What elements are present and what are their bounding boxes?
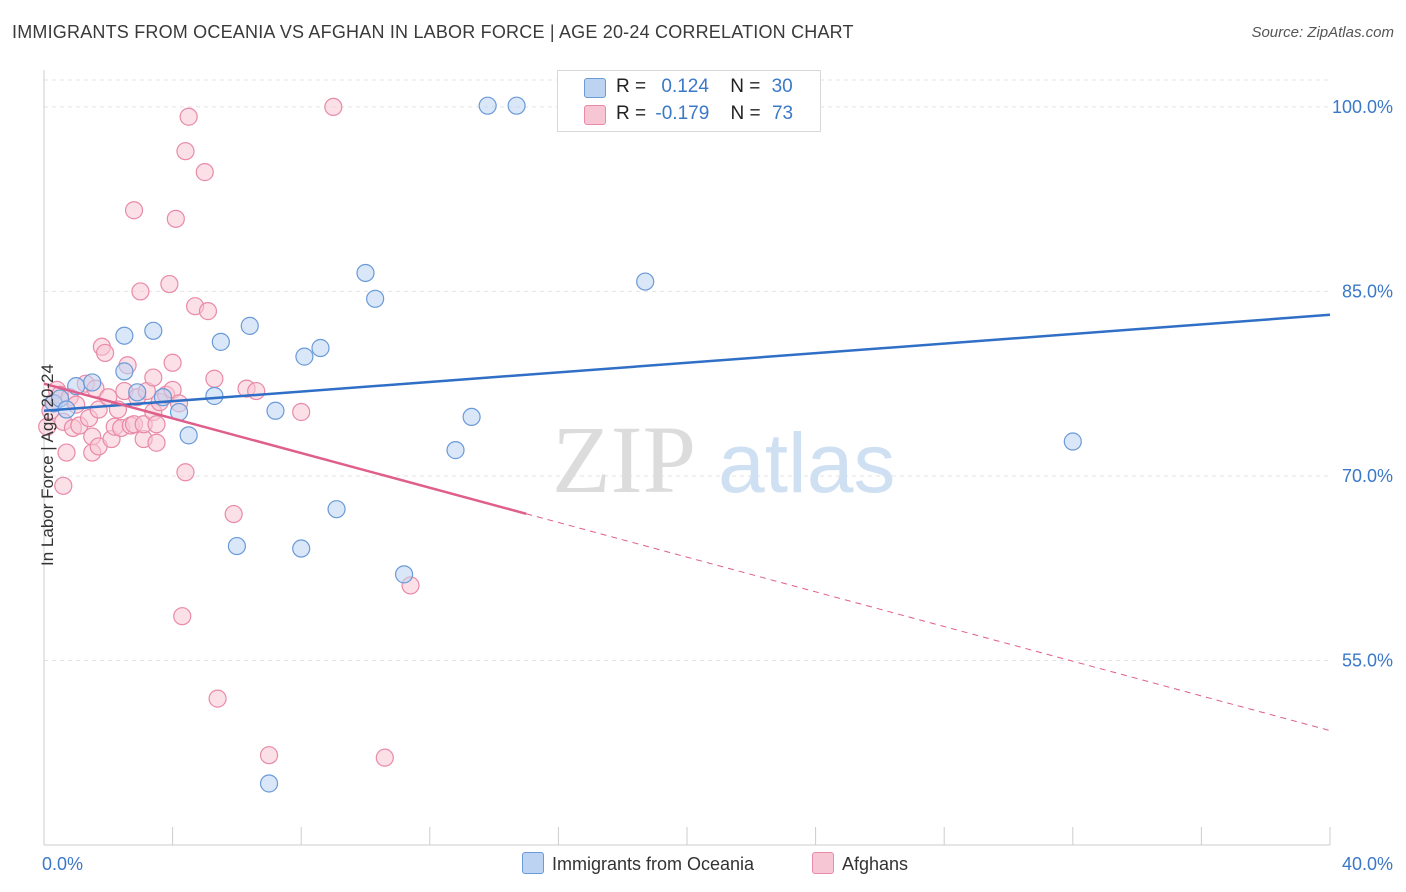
legend-r-value-afghans: -0.179 xyxy=(655,103,710,124)
oceania-point xyxy=(266,401,285,420)
oceania-point xyxy=(507,96,526,115)
oceania-point xyxy=(128,383,147,402)
oceania-point xyxy=(292,539,311,558)
bottom-legend-label-afghans: Afghans xyxy=(842,854,909,874)
oceania-trend-line xyxy=(43,313,1331,413)
oceania-point xyxy=(1063,432,1082,451)
afghans-point xyxy=(147,433,166,452)
oceania-point xyxy=(179,426,198,445)
oceania-point xyxy=(366,289,385,308)
afghans-point xyxy=(166,209,185,228)
legend-n-value-afghans: 73 xyxy=(771,103,794,124)
legend-r-label: R = xyxy=(616,76,647,97)
oceania-points xyxy=(44,96,1082,793)
legend-r-value-oceania: 0.124 xyxy=(661,76,709,97)
legend-r-label: R = xyxy=(616,103,647,124)
watermark-zip: ZIP xyxy=(552,406,696,513)
grid-lines xyxy=(44,79,1330,661)
axes xyxy=(43,70,1331,846)
trend-lines xyxy=(43,313,1331,732)
afghans-point xyxy=(124,201,144,220)
oceania-point xyxy=(295,347,314,366)
bottom-legend-swatch-oceania xyxy=(522,852,544,874)
afghans-point xyxy=(57,443,76,462)
bottom-legend-oceania: Immigrants from Oceania xyxy=(522,852,754,875)
oceania-point xyxy=(478,96,497,115)
oceania-point xyxy=(394,565,414,584)
bottom-legend-afghans: Afghans xyxy=(812,852,908,875)
oceania-point xyxy=(327,500,346,519)
afghans-point xyxy=(95,343,115,363)
oceania-point xyxy=(240,316,259,335)
chart-title: IMMIGRANTS FROM OCEANIA VS AFGHAN IN LAB… xyxy=(12,22,854,42)
y-tick-label: 100.0% xyxy=(1332,97,1393,117)
afghans-point xyxy=(195,163,214,182)
bottom-legend-swatch-afghans xyxy=(812,852,834,874)
y-tick-label: 85.0% xyxy=(1342,281,1393,301)
afghans-trend-line xyxy=(43,382,527,515)
afghans-point xyxy=(198,302,218,321)
oceania-point xyxy=(115,362,134,381)
oceania-point xyxy=(446,441,465,460)
afghans-point xyxy=(176,463,195,482)
x-tick-label: 40.0% xyxy=(1342,854,1393,874)
afghans-point xyxy=(144,368,163,387)
afghans-point xyxy=(292,402,311,422)
watermark: ZIP atlas xyxy=(552,406,895,513)
oceania-point xyxy=(462,407,481,427)
y-tick-label: 70.0% xyxy=(1342,466,1393,486)
oceania-point xyxy=(144,321,163,340)
afghans-point xyxy=(179,107,198,126)
oceania-point xyxy=(227,536,246,556)
oceania-point xyxy=(205,386,224,406)
afghans-point xyxy=(54,476,73,495)
oceania-point xyxy=(83,373,102,392)
legend-swatch-oceania xyxy=(584,78,606,98)
afghans-point xyxy=(224,504,243,524)
afghans-point xyxy=(131,282,150,301)
x-tick-label: 0.0% xyxy=(42,854,83,874)
oceania-point xyxy=(211,332,230,351)
oceania-point xyxy=(259,774,279,793)
correlation-legend: R = 0.124 N = 30 R = -0.179 N = 73 xyxy=(557,70,821,132)
oceania-point xyxy=(115,326,134,345)
afghans-point xyxy=(205,369,224,388)
oceania-point xyxy=(356,263,375,283)
afghans-point xyxy=(247,381,266,401)
legend-swatch-afghans xyxy=(584,105,606,125)
afghans-point xyxy=(147,415,166,434)
afghans-point xyxy=(160,274,179,294)
legend-n-label: N = xyxy=(730,103,761,124)
afghans-trend-line-extension xyxy=(526,513,1331,732)
y-tick-label: 55.0% xyxy=(1342,650,1393,670)
afghans-point xyxy=(208,689,227,708)
legend-n-label: N = xyxy=(730,76,761,97)
oceania-point xyxy=(636,272,655,291)
bottom-legend-label-oceania: Immigrants from Oceania xyxy=(552,854,755,874)
afghans-point xyxy=(173,607,192,626)
afghans-point xyxy=(176,142,195,161)
watermark-atlas: atlas xyxy=(718,416,895,510)
legend-n-value-oceania: 30 xyxy=(771,76,793,97)
tick-labels: 55.0% 70.0% 85.0% 100.0% 0.0% 40.0% xyxy=(42,97,1393,874)
oceania-point xyxy=(311,338,330,358)
y-axis-label: In Labor Force | Age 20-24 xyxy=(38,364,57,566)
source-label: Source: ZipAtlas.com xyxy=(1251,24,1394,41)
afghans-point xyxy=(324,97,343,117)
afghans-point xyxy=(163,353,182,372)
afghans-point xyxy=(375,748,394,767)
afghans-point xyxy=(259,746,279,765)
